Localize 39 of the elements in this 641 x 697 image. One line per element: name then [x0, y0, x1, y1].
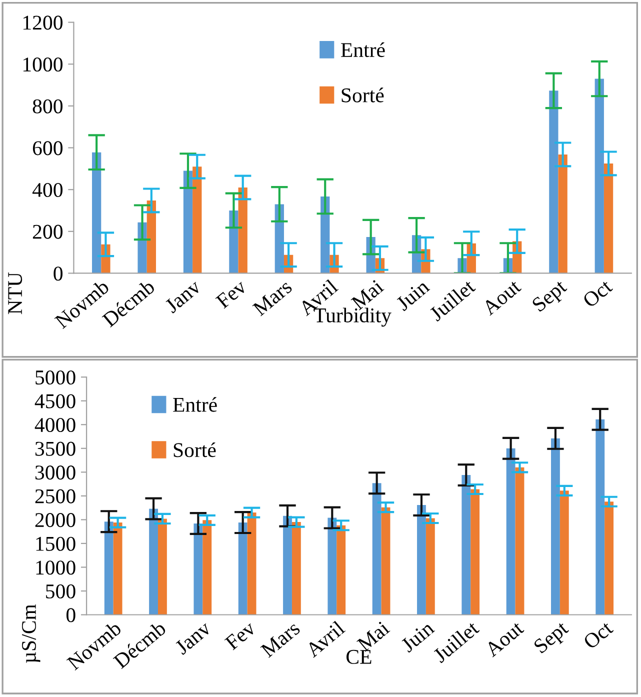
- x-axis-title: CE: [346, 650, 372, 664]
- y-tick-label: 600: [32, 141, 63, 156]
- legend-label: Sorté: [174, 442, 216, 458]
- y-tick-label: 200: [32, 224, 63, 239]
- y-tick-label: 400: [32, 182, 63, 198]
- x-tick-label: Fev: [224, 620, 257, 651]
- legend-label: Entré: [173, 397, 217, 412]
- y-tick-label: 4000: [34, 418, 76, 432]
- x-tick-label: Sept: [531, 278, 570, 316]
- y-tick-label: 1000: [36, 560, 76, 575]
- y-tick-label: 800: [32, 99, 63, 114]
- y-axis-title: NTU: [8, 272, 22, 314]
- y-tick-label: 2500: [35, 489, 76, 504]
- legend-label: Entré: [341, 42, 385, 58]
- legend-label: Sorté: [342, 88, 384, 102]
- y-tick-label: 0: [54, 266, 63, 281]
- x-tick-label: Aout: [484, 620, 525, 658]
- y-tick-label: 1200: [23, 16, 63, 30]
- x-tick-label: Aout: [481, 278, 522, 316]
- y-tick-label: 5000: [36, 370, 76, 385]
- x-tick-label: Sept: [533, 620, 572, 657]
- y-tick-label: 2000: [35, 513, 76, 528]
- x-tick-label: Fev: [215, 278, 248, 310]
- x-tick-label: Juin: [400, 620, 436, 653]
- y-tick-label: 500: [46, 584, 76, 598]
- x-tick-label: Janv: [174, 620, 212, 656]
- y-tick-label: 0: [66, 608, 76, 622]
- y-tick-label: 1500: [36, 536, 76, 551]
- y-tick-label: 1000: [23, 58, 63, 72]
- y-tick-label: 3000: [35, 466, 76, 480]
- x-tick-label: Oct: [582, 620, 614, 650]
- y-tick-label: 4500: [34, 394, 76, 408]
- y-tick-label: 3500: [35, 442, 76, 456]
- y-axis-title: µS/Cm: [22, 604, 40, 663]
- x-tick-label: Juin: [395, 278, 430, 312]
- x-tick-label: Oct: [582, 278, 614, 308]
- x-tick-label: Mars: [252, 279, 293, 316]
- x-tick-label: Janv: [164, 278, 202, 314]
- x-tick-label: Mars: [260, 620, 301, 658]
